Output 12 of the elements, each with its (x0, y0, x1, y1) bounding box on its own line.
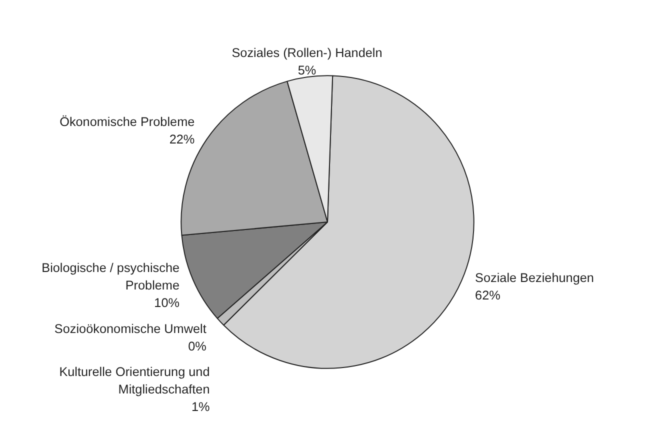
slice-label: Soziales (Rollen-) Handeln (232, 46, 382, 60)
data-label: 5% (298, 63, 316, 78)
slice-label: Ökonomische Probleme (60, 114, 195, 129)
category-label: Sozioökonomische Umwelt (54, 322, 206, 336)
text: 0% (188, 339, 206, 354)
slice-label: Soziale Beziehungen (475, 270, 594, 285)
slice-label: Kulturelle Orientierung und Mitgliedschaften (59, 365, 210, 397)
data-label: 22% (169, 132, 195, 146)
data-label: 1% (191, 400, 210, 414)
data-label: 62% (475, 288, 500, 302)
slice-label: Biologische / psychische Probleme (42, 261, 180, 293)
data-label: 10% (154, 296, 180, 310)
